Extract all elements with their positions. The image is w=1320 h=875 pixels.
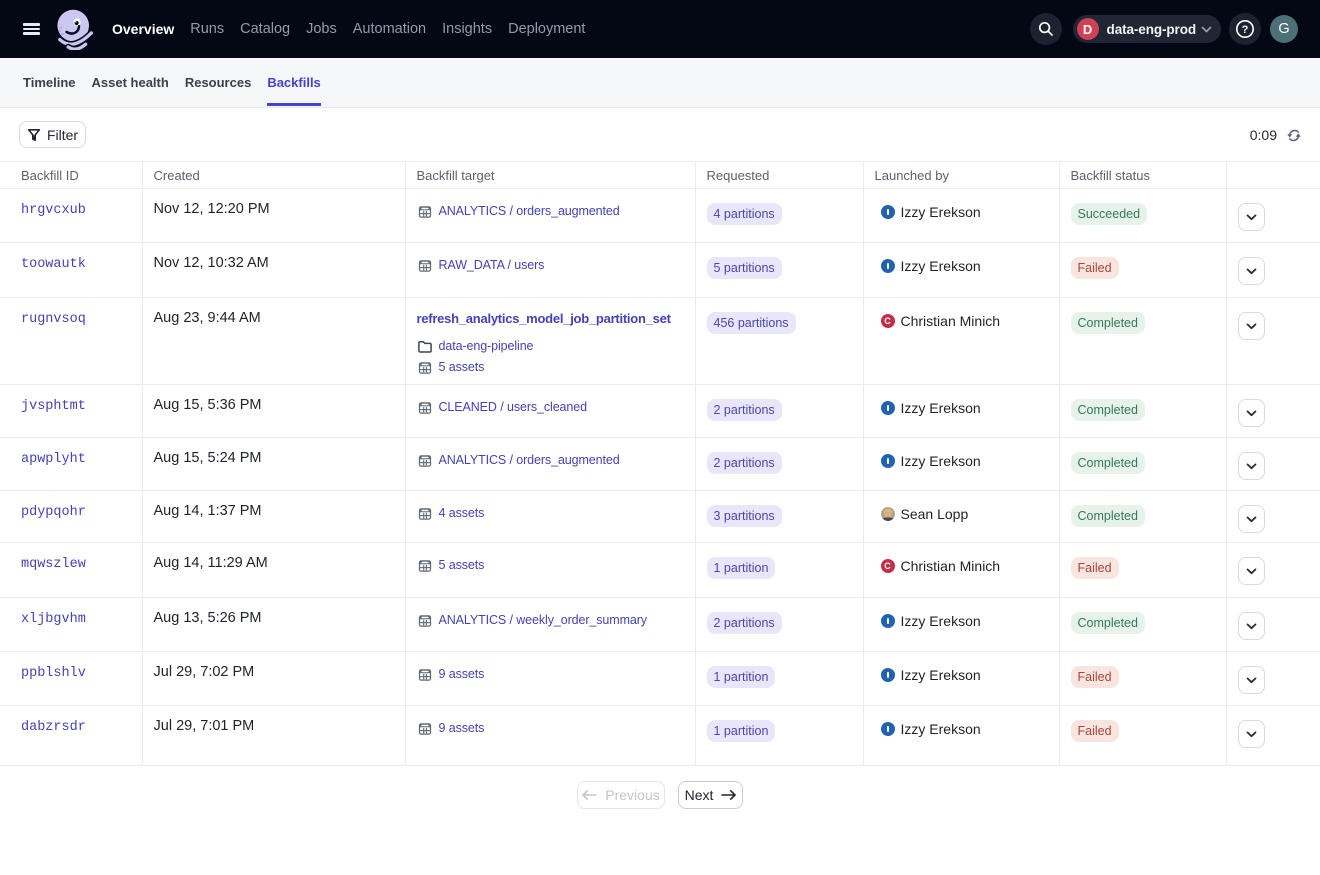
svg-text:?: ? xyxy=(1242,24,1249,36)
